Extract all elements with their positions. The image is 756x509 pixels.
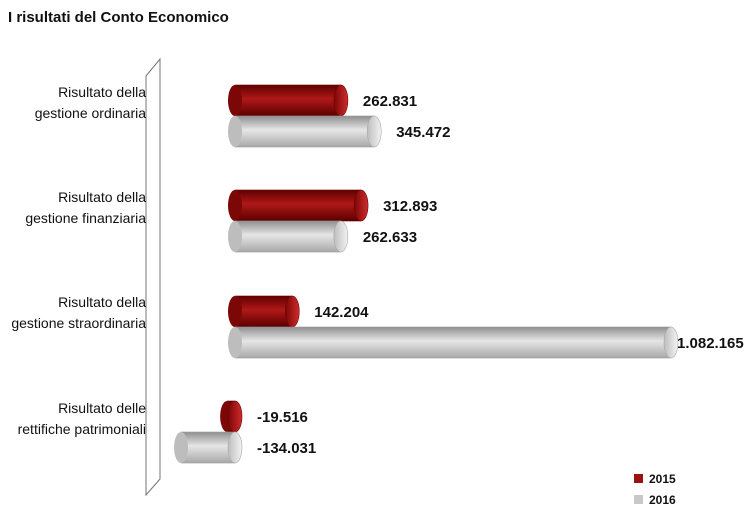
category-label-line: Risultato delle [58,400,146,416]
bar-back-cap [173,432,188,463]
legend: 2015 2016 [634,472,676,507]
category-label-line: Risultato della [58,294,146,310]
bar-front-cap [333,220,349,253]
category-labels: Risultato della gestione ordinariaRisulta… [11,84,146,437]
category-label-line: rettifiche patrimoniali [18,421,146,437]
bar-body [234,220,342,253]
bar-back-cap [228,190,242,221]
chart-bar [228,84,349,117]
category-label: Risultato delle rettifiche patrimoniali [18,400,147,437]
chart-bar [220,400,243,433]
data-label: -134.031 [257,440,316,457]
category-label-line: Risultato della [58,84,146,100]
data-label: 142.204 [314,304,369,321]
bar-back-cap [228,85,242,116]
bar-back-cap [228,296,242,327]
legend-label-2015: 2015 [649,472,676,486]
data-label: 345.472 [396,124,450,141]
bar-front-cap [284,295,300,328]
chart-bar [228,220,349,253]
chart-bar [173,431,243,464]
bar-front-cap [227,400,243,433]
chart-bar [228,189,369,222]
axis-wall [145,57,161,497]
legend-label-2016: 2016 [649,493,676,507]
category-label-line: gestione straordinaria [11,315,146,331]
bar-front-cap [663,326,679,359]
bar-front-cap [366,115,382,148]
category-label: Risultato della gestione ordinaria [35,84,147,121]
legend-swatch-2015 [634,474,643,483]
bar-back-cap [228,327,242,358]
bar-back-cap [228,116,242,147]
chart-bar [228,115,382,148]
bar-body [180,431,236,464]
data-labels: 262.831 312.893 142.204 -19.516 345.472 262.6… [257,93,744,457]
data-label: -19.516 [257,409,308,426]
data-label: 262.831 [363,93,417,110]
bar-body [234,189,362,222]
bar-front-cap [227,431,243,464]
category-label: Risultato della gestione finanziaria [25,189,146,226]
data-label: 1.082.165 [677,335,744,352]
bar-body [234,295,293,328]
bar-front-cap [353,189,369,222]
category-label: Risultato della gestione straordinaria [11,294,146,331]
bar-front-cap [333,84,349,117]
bar-body [234,115,375,148]
category-label-line: gestione ordinaria [35,105,147,121]
chart-bar [228,326,679,359]
data-label: 312.893 [383,198,437,215]
bar-body [234,326,672,359]
chart-bar [228,295,300,328]
bar-back-cap [228,221,242,252]
chart-title: I risultati del Conto Economico [8,9,229,26]
category-label-line: Risultato della [58,189,146,205]
bar-body [234,84,342,117]
legend-swatch-2016 [634,495,643,504]
data-label: 262.633 [363,229,417,246]
chart-bars [173,84,679,464]
category-label-line: gestione finanziaria [25,210,146,226]
